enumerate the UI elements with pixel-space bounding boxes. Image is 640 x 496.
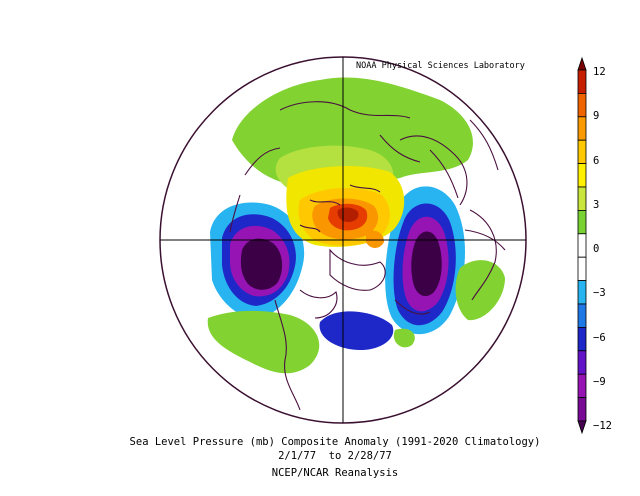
polar-low-band: [319, 311, 394, 350]
colorbar-segment: [577, 350, 587, 375]
colorbar-tick-label: −12: [593, 420, 612, 432]
colorbar-segment: [577, 373, 587, 399]
colorbar-tick-label: 6: [593, 154, 600, 167]
colorbar-segment: [577, 116, 587, 141]
coastline-greenland: [329, 248, 386, 291]
colorbar: [577, 56, 587, 435]
colorbar-segment: [577, 69, 587, 94]
coastline-europe: [399, 135, 468, 206]
colorbar-segment: [577, 397, 587, 422]
colorbar-tick-label: −9: [593, 375, 606, 388]
pacific-low-core: [411, 231, 442, 297]
coastline-alaska: [394, 299, 431, 315]
coastline-hudson: [299, 289, 338, 319]
colorbar-bottom-arrow: [577, 420, 587, 435]
colorbar-segment: [577, 233, 587, 258]
colorbar-segment: [577, 303, 587, 328]
coastline-arctic-islands: [299, 184, 381, 233]
anomaly-field: [207, 77, 505, 374]
caption-source: NCEP/NCAR Reanalysis: [271, 467, 399, 479]
colorbar-segment: [577, 209, 587, 235]
coastline-asia-east: [469, 209, 497, 301]
green-high-pacific: [455, 260, 505, 321]
caption-date-range: 2/1/77 to 2/28/77: [278, 450, 392, 462]
colorbar-tick-label: 3: [593, 198, 600, 211]
colorbar-segment: [577, 326, 587, 352]
colorbar-top-arrow: [577, 56, 587, 71]
caption-title: Sea Level Pressure (mb) Composite Anomal…: [129, 436, 541, 448]
high-lobe-east: [366, 230, 384, 248]
colorbar-tick-label: 12: [593, 66, 606, 78]
coastlines: [229, 101, 506, 411]
colorbar-segment: [577, 280, 587, 305]
colorbar-segment: [577, 93, 587, 118]
colorbar-tick-label: 0: [593, 243, 600, 255]
colorbar-tick-label: 9: [593, 110, 600, 123]
green-high-east: [393, 328, 415, 348]
coastline-asia-north: [279, 101, 411, 119]
graticule: [159, 56, 527, 424]
colorbar-tick-label: −6: [593, 331, 606, 344]
colorbar-tick-label: −3: [593, 287, 606, 300]
coastline-north-america: [274, 299, 301, 411]
colorbar-segment: [577, 139, 587, 164]
country-borders: [379, 119, 506, 251]
coastline-canada: [229, 147, 281, 233]
colorbar-segment: [577, 186, 587, 211]
colorbar-segment: [577, 256, 587, 282]
green-high-south: [207, 310, 320, 374]
colorbar-segment: [577, 163, 587, 188]
atlantic-low-core: [240, 238, 283, 290]
credit-label: NOAA Physical Sciences Laboratory: [356, 61, 525, 71]
